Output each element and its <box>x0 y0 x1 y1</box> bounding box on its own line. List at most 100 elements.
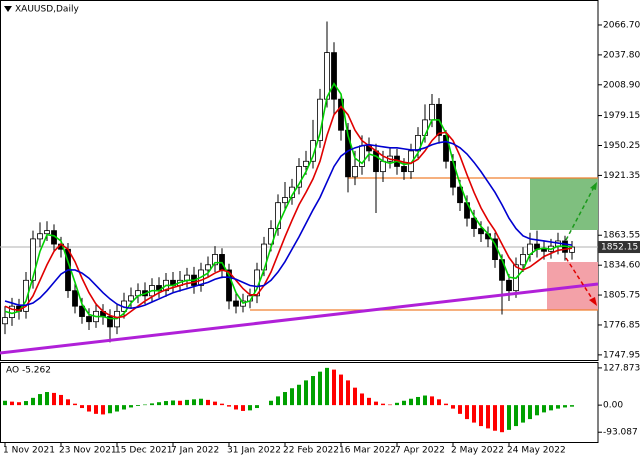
x-tick-label: 16 Mar 2022 <box>339 446 396 456</box>
oscillator-bar <box>367 397 371 406</box>
oscillator-bar <box>10 401 14 406</box>
oscillator-bar <box>248 405 252 411</box>
candle-body <box>303 160 309 167</box>
oscillator-bar <box>493 405 497 431</box>
y-tick-label: 1863.55 <box>603 231 640 241</box>
oscillator-bar <box>185 399 189 406</box>
oscillator-bar <box>73 403 77 406</box>
candle-body <box>310 140 316 162</box>
oscillator-bar <box>24 401 28 406</box>
arrow-down-head <box>589 297 597 306</box>
oscillator-bar <box>241 405 245 411</box>
x-tick-label: 23 Nov 2021 <box>59 446 117 456</box>
candle-body <box>520 254 526 266</box>
oscillator-bar <box>150 403 154 406</box>
oscillator-bar <box>304 380 308 406</box>
oscillator-bar <box>227 405 231 407</box>
candle-body <box>296 166 302 188</box>
oscillator-bar <box>549 405 553 411</box>
candle-body <box>275 202 281 229</box>
arrow-down <box>565 257 594 301</box>
candle-body <box>44 230 50 235</box>
candle-body <box>86 316 92 323</box>
current-price-label: 1852.15 <box>601 243 638 253</box>
candle-body <box>233 300 239 307</box>
oscillator-bar <box>129 405 133 408</box>
x-tick-label: 2 May 2022 <box>451 446 504 456</box>
candle-body <box>72 290 78 307</box>
y-tick-label: -93.087 <box>603 428 638 438</box>
oscillator-bar <box>570 405 574 407</box>
candle-body <box>212 254 218 266</box>
oscillator-bar <box>402 400 406 406</box>
oscillator-bar <box>255 405 259 409</box>
oscillator-bar <box>38 394 42 406</box>
oscillator-bar <box>171 400 175 406</box>
y-tick-label: 1950.25 <box>603 141 640 151</box>
candle-body <box>471 217 477 229</box>
oscillator-bar <box>339 374 343 406</box>
oscillator-title: AO -5.262 <box>6 366 51 376</box>
oscillator-bar <box>52 392 56 406</box>
y-tick-label: 127.873 <box>603 363 640 373</box>
candle-body <box>107 316 113 328</box>
oscillator-bar <box>388 404 392 406</box>
x-tick-label: 31 Jan 2022 <box>227 446 281 456</box>
candle-body <box>331 52 337 100</box>
oscillator-bar <box>542 405 546 413</box>
oscillator-bar <box>451 405 455 409</box>
target-zone-up <box>530 178 598 230</box>
oscillator-bar <box>500 405 504 433</box>
moving-average <box>4 105 573 319</box>
oscillator-bar <box>346 380 350 406</box>
moving-average <box>4 82 573 320</box>
oscillator-bar <box>423 395 427 406</box>
arrow-up-head <box>590 182 597 190</box>
oscillator-bar <box>192 399 196 406</box>
candle-body <box>457 186 463 204</box>
candle-body <box>37 233 43 240</box>
candle-body <box>30 238 36 281</box>
x-tick-label: 7 Apr 2022 <box>395 446 445 456</box>
oscillator-bar <box>178 400 182 406</box>
oscillator-bar <box>409 398 413 406</box>
candle-body <box>79 305 85 317</box>
candle-body <box>352 166 358 178</box>
y-tick-label: 2066.70 <box>603 20 640 30</box>
oscillator-bar <box>94 405 98 414</box>
candle-body <box>401 166 407 173</box>
oscillator-bar <box>556 405 560 409</box>
oscillator-bar <box>45 392 49 406</box>
candle-body <box>373 150 379 173</box>
trend-line <box>0 282 599 355</box>
oscillator-bar <box>395 402 399 406</box>
candle-body <box>226 269 232 302</box>
x-tick-label: 1 Nov 2021 <box>3 446 55 456</box>
oscillator-bar <box>465 405 469 420</box>
y-tick-label: 1747.95 <box>603 350 640 360</box>
oscillator-bar <box>325 367 329 406</box>
oscillator-bar <box>87 405 91 412</box>
oscillator-bar <box>66 399 70 406</box>
y-tick-label: 1776.85 <box>603 320 640 330</box>
y-tick-label: 2037.80 <box>603 50 640 60</box>
oscillator-bar <box>122 405 126 410</box>
oscillator-bar <box>290 388 294 406</box>
y-tick-label: 0.00 <box>603 401 623 411</box>
oscillator-bar <box>437 399 441 406</box>
oscillator-bar <box>80 405 84 409</box>
oscillator-bar <box>220 403 224 406</box>
oscillator-bar <box>3 400 7 406</box>
oscillator-bar <box>381 403 385 406</box>
chart-title: XAUUSD,Daily <box>15 5 79 15</box>
candle-body <box>506 279 512 292</box>
menu-icon[interactable] <box>4 6 12 12</box>
oscillator-bar <box>213 401 217 406</box>
oscillator-bar <box>332 369 336 406</box>
plot-area <box>0 21 598 343</box>
oscillator-bar <box>108 405 112 414</box>
y-tick-label: 2008.90 <box>603 80 640 90</box>
x-tick-label: 22 Feb 2022 <box>283 446 339 456</box>
y-tick-label: 1979.15 <box>603 111 640 121</box>
